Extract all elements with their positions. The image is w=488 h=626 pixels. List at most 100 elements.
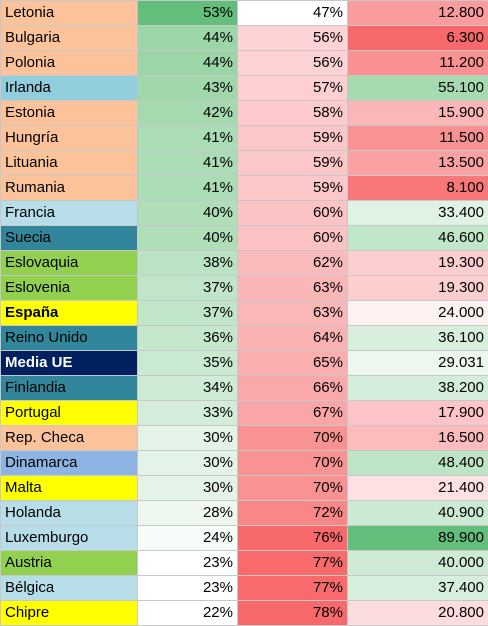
percent-cell-2: 56% xyxy=(238,26,348,51)
percent-cell-2: 64% xyxy=(238,326,348,351)
percent-cell-1: 24% xyxy=(138,526,238,551)
country-cell: Portugal xyxy=(1,401,138,426)
percent-cell-1: 30% xyxy=(138,476,238,501)
percent-cell-1: 35% xyxy=(138,351,238,376)
country-cell: Lituania xyxy=(1,151,138,176)
country-cell: Rumania xyxy=(1,176,138,201)
percent-cell-2: 65% xyxy=(238,351,348,376)
percent-cell-2: 70% xyxy=(238,426,348,451)
value-cell: 24.000 xyxy=(348,301,488,326)
country-cell: Bélgica xyxy=(1,576,138,601)
value-cell: 11.200 xyxy=(348,51,488,76)
country-cell: Bulgaria xyxy=(1,26,138,51)
country-cell: Hungría xyxy=(1,126,138,151)
value-cell: 11.500 xyxy=(348,126,488,151)
percent-cell-1: 38% xyxy=(138,251,238,276)
country-cell: Irlanda xyxy=(1,76,138,101)
percent-cell-2: 78% xyxy=(238,601,348,626)
value-cell: 55.100 xyxy=(348,76,488,101)
percent-cell-2: 70% xyxy=(238,476,348,501)
country-cell: Dinamarca xyxy=(1,451,138,476)
value-cell: 6.300 xyxy=(348,26,488,51)
percent-cell-2: 59% xyxy=(238,126,348,151)
percent-cell-2: 63% xyxy=(238,301,348,326)
country-cell: Rep. Checa xyxy=(1,426,138,451)
value-cell: 40.000 xyxy=(348,551,488,576)
value-cell: 37.400 xyxy=(348,576,488,601)
percent-cell-2: 58% xyxy=(238,101,348,126)
percent-cell-1: 23% xyxy=(138,551,238,576)
percent-cell-1: 42% xyxy=(138,101,238,126)
value-cell: 89.900 xyxy=(348,526,488,551)
country-cell: Malta xyxy=(1,476,138,501)
value-cell: 19.300 xyxy=(348,251,488,276)
percent-cell-2: 77% xyxy=(238,551,348,576)
value-cell: 16.500 xyxy=(348,426,488,451)
value-cell: 15.900 xyxy=(348,101,488,126)
value-cell: 38.200 xyxy=(348,376,488,401)
percent-cell-1: 33% xyxy=(138,401,238,426)
country-cell: Chipre xyxy=(1,601,138,626)
percent-cell-2: 59% xyxy=(238,151,348,176)
country-cell: Holanda xyxy=(1,501,138,526)
value-cell: 29.031 xyxy=(348,351,488,376)
value-cell: 33.400 xyxy=(348,201,488,226)
value-cell: 21.400 xyxy=(348,476,488,501)
country-cell: Letonia xyxy=(1,1,138,26)
percent-cell-1: 22% xyxy=(138,601,238,626)
percent-cell-2: 70% xyxy=(238,451,348,476)
percent-cell-1: 44% xyxy=(138,51,238,76)
percent-cell-1: 30% xyxy=(138,426,238,451)
percent-cell-1: 30% xyxy=(138,451,238,476)
value-cell: 13.500 xyxy=(348,151,488,176)
percent-cell-2: 60% xyxy=(238,201,348,226)
value-cell: 12.800 xyxy=(348,1,488,26)
percent-cell-1: 44% xyxy=(138,26,238,51)
percent-cell-1: 41% xyxy=(138,126,238,151)
percent-cell-2: 66% xyxy=(238,376,348,401)
percent-cell-2: 57% xyxy=(238,76,348,101)
percent-cell-2: 76% xyxy=(238,526,348,551)
percent-cell-1: 40% xyxy=(138,226,238,251)
percent-cell-1: 23% xyxy=(138,576,238,601)
value-cell: 46.600 xyxy=(348,226,488,251)
percent-cell-2: 77% xyxy=(238,576,348,601)
country-cell: Polonia xyxy=(1,51,138,76)
value-cell: 19.300 xyxy=(348,276,488,301)
percent-cell-2: 60% xyxy=(238,226,348,251)
percent-cell-1: 43% xyxy=(138,76,238,101)
country-cell: Luxemburgo xyxy=(1,526,138,551)
percent-cell-1: 53% xyxy=(138,1,238,26)
value-cell: 48.400 xyxy=(348,451,488,476)
percent-cell-2: 62% xyxy=(238,251,348,276)
percent-cell-2: 59% xyxy=(238,176,348,201)
country-cell: España xyxy=(1,301,138,326)
value-cell: 40.900 xyxy=(348,501,488,526)
percent-cell-1: 34% xyxy=(138,376,238,401)
percent-cell-1: 41% xyxy=(138,176,238,201)
percent-cell-2: 67% xyxy=(238,401,348,426)
country-cell: Reino Unido xyxy=(1,326,138,351)
percent-cell-2: 47% xyxy=(238,1,348,26)
country-cell: Estonia xyxy=(1,101,138,126)
